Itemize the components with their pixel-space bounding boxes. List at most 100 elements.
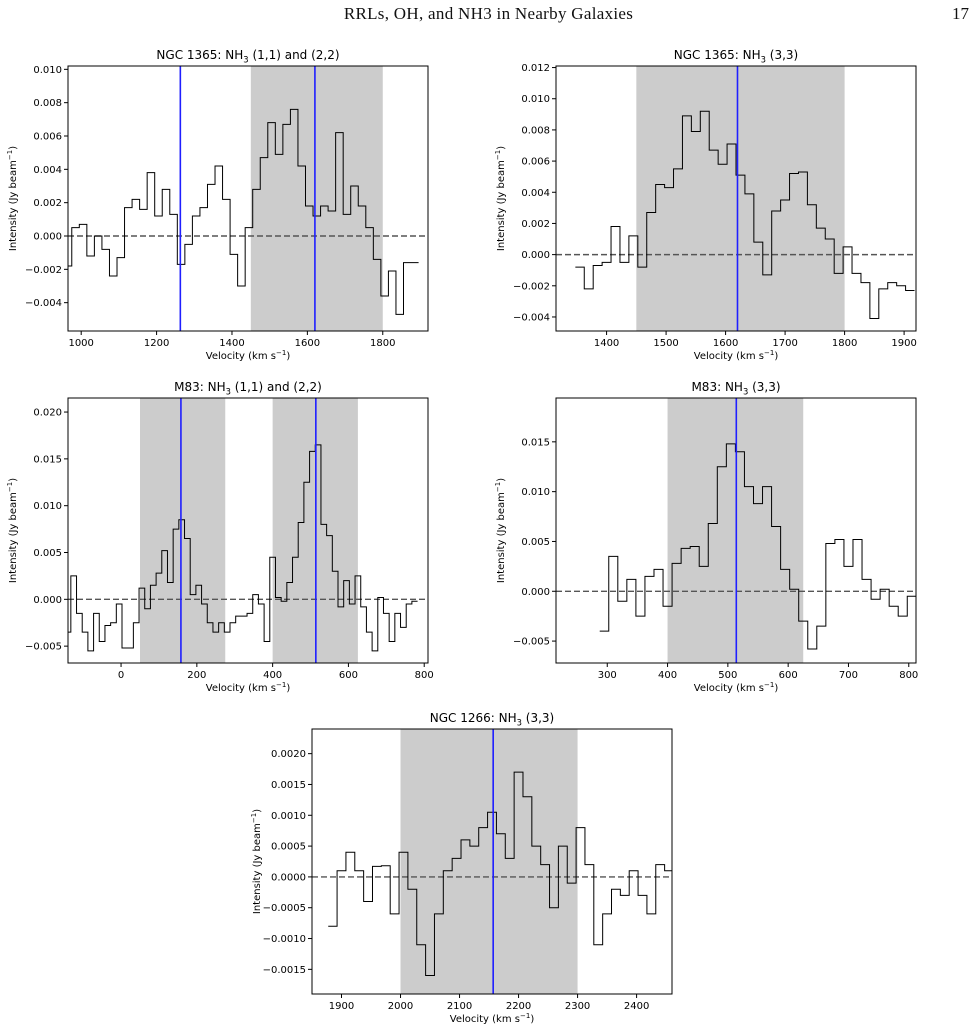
x-tick-label-0: 1400 [594, 338, 619, 349]
y-axis-label: Intensity (Jy beam−1) [6, 146, 19, 251]
x-tick-label-2: 500 [718, 670, 737, 681]
x-tick-label-3: 600 [779, 670, 798, 681]
x-tick-label-1: 1500 [653, 338, 678, 349]
y-tick-label-1: −0.002 [513, 281, 550, 292]
y-axis-label: Intensity (Jy beam−1) [6, 478, 19, 583]
chart-svg: 1900 2000 2100 2200 2300 2400 −0.0015 −0.0010 −0… [250, 711, 673, 1025]
y-tick-label-4: 0.015 [33, 454, 62, 465]
y-tick-label-4: 0.004 [521, 188, 550, 199]
axes-frame [555, 65, 917, 332]
spectrum-line-0 [68, 444, 418, 652]
y-tick-label-5: 0.0010 [271, 811, 306, 822]
spectrum-line-0 [599, 443, 916, 650]
x-tick-label-1: 400 [658, 670, 677, 681]
chart-title: NGC 1365: NH3 (3,3) [674, 48, 798, 65]
y-tick-label-1: 0.000 [521, 587, 550, 598]
y-tick-label-7: 0.0020 [271, 749, 306, 760]
chart-svg: 300 400 500 600 700 800 −0.005 0.000 0.005 0.010 0… [494, 380, 918, 694]
y-tick-label-1: −0.0010 [263, 934, 306, 945]
chart-svg: 0 200 400 600 800 −0.005 0.000 0.005 0.010 0.015 0… [6, 380, 434, 694]
x-tick-label-3: 1600 [295, 338, 320, 349]
y-tick-label-6: 0.0015 [271, 780, 306, 791]
y-tick-label-0: −0.005 [513, 637, 550, 648]
x-tick-label-4: 1800 [370, 338, 395, 349]
y-axis-label: Intensity (Jy beam−1) [494, 478, 507, 583]
chart-title: NGC 1365: NH3 (1,1) and (2,2) [156, 48, 339, 65]
y-tick-label-3: 0.010 [33, 501, 62, 512]
y-tick-label-4: 0.0005 [271, 842, 306, 853]
y-tick-label-2: 0.000 [33, 232, 62, 243]
x-tick-label-0: 1000 [68, 338, 93, 349]
x-tick-label-2: 1600 [713, 338, 738, 349]
chart-ngc1266-nh3-33: 1900 2000 2100 2200 2300 2400 −0.0015 −0.0010 −0… [244, 703, 684, 1028]
y-tick-label-0: −0.005 [25, 642, 62, 653]
y-tick-label-2: 0.000 [521, 250, 550, 261]
x-tick-label-1: 200 [187, 670, 206, 681]
y-axis-label: Intensity (Jy beam−1) [250, 809, 263, 914]
x-tick-label-3: 2200 [506, 1001, 531, 1012]
y-tick-label-7: 0.010 [521, 94, 550, 105]
y-tick-label-3: 0.0000 [271, 872, 306, 883]
spectrum-line-0 [68, 108, 419, 315]
y-tick-label-3: 0.002 [521, 219, 550, 230]
x-axis-label: Velocity (km s−1) [206, 349, 291, 362]
axes-frame [67, 397, 429, 664]
x-tick-label-1: 1200 [144, 338, 169, 349]
plot-area [556, 66, 916, 331]
plot-area [68, 66, 428, 331]
x-axis-label: Velocity (km s−1) [206, 681, 291, 694]
axes-frame [555, 397, 917, 664]
x-tick-label-2: 400 [263, 670, 282, 681]
shaded-window-0 [667, 398, 804, 663]
shaded-window-0 [636, 66, 845, 331]
plot-area [556, 398, 916, 663]
x-tick-label-5: 2400 [624, 1001, 649, 1012]
chart-svg: 1400 1500 1600 1700 1800 1900 −0.004 −0.002 0.00… [494, 48, 917, 362]
y-tick-label-0: −0.004 [25, 298, 62, 309]
shaded-window-0 [400, 729, 578, 994]
chart-svg: 1000 1200 1400 1600 1800 −0.004 −0.002 0.000 0.0… [6, 48, 429, 362]
y-axis-label: Intensity (Jy beam−1) [494, 146, 507, 251]
x-tick-label-5: 1900 [891, 338, 916, 349]
x-axis-label: Velocity (km s−1) [450, 1012, 535, 1025]
y-tick-label-4: 0.015 [521, 437, 550, 448]
y-tick-label-3: 0.010 [521, 487, 550, 498]
chart-ngc1365-nh3-33: 1400 1500 1600 1700 1800 1900 −0.004 −0.002 0.00… [488, 40, 928, 365]
x-tick-label-2: 2100 [447, 1001, 472, 1012]
y-tick-label-6: 0.008 [521, 125, 550, 136]
axes-frame [311, 728, 673, 995]
plot-area [68, 398, 428, 663]
shaded-window-0 [250, 66, 383, 331]
spectrum-line-0 [328, 771, 672, 977]
x-tick-label-1: 2000 [388, 1001, 413, 1012]
y-tick-label-2: −0.0005 [263, 903, 306, 914]
chart-m83-nh3-33: 300 400 500 600 700 800 −0.005 0.000 0.005 0.010 0… [488, 372, 928, 697]
page-header: RRLs, OH, and NH3 in Nearby Galaxies 17 [0, 4, 977, 28]
plot-area [312, 729, 672, 994]
page-number: 17 [952, 4, 969, 23]
y-tick-label-5: 0.006 [521, 157, 550, 168]
y-tick-label-5: 0.020 [33, 408, 62, 419]
x-axis-label: Velocity (km s−1) [694, 681, 779, 694]
x-tick-label-0: 300 [598, 670, 617, 681]
running-title: RRLs, OH, and NH3 in Nearby Galaxies [343, 4, 634, 23]
y-tick-label-6: 0.008 [33, 98, 62, 109]
axes-frame [67, 65, 429, 332]
y-tick-label-4: 0.004 [33, 165, 62, 176]
x-tick-label-2: 1400 [219, 338, 244, 349]
chart-title: M83: NH3 (1,1) and (2,2) [174, 380, 322, 397]
chart-m83-nh3-11-22: 0 200 400 600 800 −0.005 0.000 0.005 0.010 0.015 0… [0, 372, 440, 697]
spectrum-line-0 [575, 110, 915, 320]
y-tick-label-7: 0.010 [33, 65, 62, 76]
y-tick-label-1: 0.000 [33, 595, 62, 606]
x-tick-label-3: 1700 [772, 338, 797, 349]
chart-title: NGC 1266: NH3 (3,3) [430, 711, 554, 728]
y-tick-label-5: 0.006 [33, 132, 62, 143]
y-tick-label-1: −0.002 [25, 265, 62, 276]
shaded-window-0 [140, 398, 226, 663]
x-tick-label-4: 700 [839, 670, 858, 681]
x-tick-label-0: 1900 [329, 1001, 354, 1012]
x-tick-label-4: 800 [415, 670, 434, 681]
y-tick-label-3: 0.002 [33, 198, 62, 209]
y-tick-label-0: −0.004 [513, 312, 550, 323]
